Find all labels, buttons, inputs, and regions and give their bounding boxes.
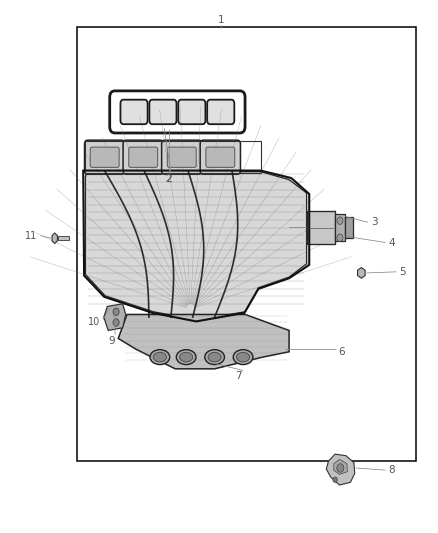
Ellipse shape <box>233 350 253 365</box>
Text: 2: 2 <box>165 174 172 183</box>
Bar <box>335 214 345 241</box>
Text: 1: 1 <box>218 15 225 25</box>
Ellipse shape <box>237 352 250 362</box>
FancyBboxPatch shape <box>120 100 148 124</box>
Text: 5: 5 <box>399 267 406 277</box>
FancyBboxPatch shape <box>200 140 240 174</box>
Text: 3: 3 <box>371 217 378 227</box>
Ellipse shape <box>205 350 224 365</box>
FancyBboxPatch shape <box>149 100 177 124</box>
Circle shape <box>337 234 343 241</box>
Circle shape <box>113 319 119 326</box>
Ellipse shape <box>208 352 221 362</box>
Text: 2: 2 <box>165 174 172 183</box>
Bar <box>77 27 416 461</box>
Polygon shape <box>334 459 347 474</box>
Circle shape <box>337 464 344 472</box>
Text: 11: 11 <box>25 231 37 240</box>
Circle shape <box>337 217 343 224</box>
FancyBboxPatch shape <box>123 140 163 174</box>
Text: 10: 10 <box>88 318 100 327</box>
Text: 8: 8 <box>389 465 396 475</box>
Text: 6: 6 <box>338 347 345 357</box>
FancyBboxPatch shape <box>167 147 196 167</box>
FancyBboxPatch shape <box>85 140 125 174</box>
Polygon shape <box>104 304 126 330</box>
Bar <box>345 217 353 238</box>
Polygon shape <box>118 314 289 369</box>
Ellipse shape <box>150 350 170 365</box>
FancyBboxPatch shape <box>207 100 234 124</box>
Ellipse shape <box>180 352 193 362</box>
Polygon shape <box>357 268 365 278</box>
FancyBboxPatch shape <box>90 147 119 167</box>
FancyBboxPatch shape <box>206 147 235 167</box>
Ellipse shape <box>153 352 166 362</box>
Bar <box>58 236 69 240</box>
Text: 4: 4 <box>389 238 396 247</box>
Circle shape <box>113 308 119 316</box>
Bar <box>307 211 335 244</box>
FancyBboxPatch shape <box>110 91 245 133</box>
Text: 7: 7 <box>235 371 242 381</box>
FancyBboxPatch shape <box>162 140 202 174</box>
Text: 9: 9 <box>108 336 115 346</box>
Polygon shape <box>52 233 57 244</box>
Ellipse shape <box>176 350 196 365</box>
Polygon shape <box>326 454 355 485</box>
Polygon shape <box>85 172 307 320</box>
Circle shape <box>333 477 337 482</box>
FancyBboxPatch shape <box>178 100 205 124</box>
FancyBboxPatch shape <box>129 147 158 167</box>
